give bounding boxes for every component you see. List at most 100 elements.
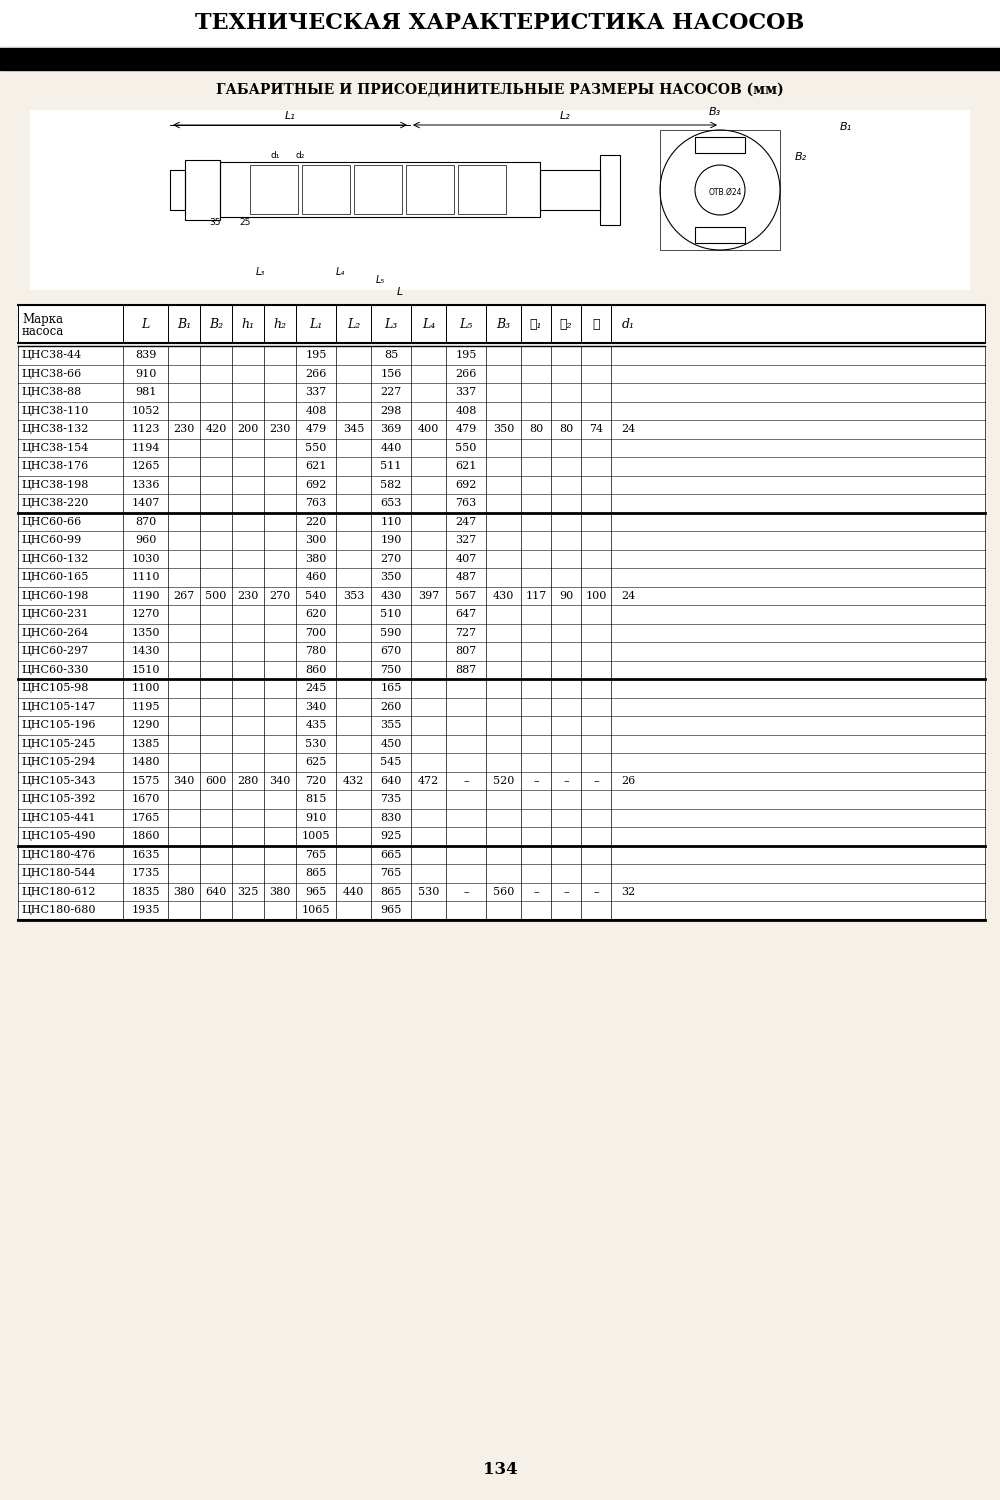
Text: 432: 432: [343, 776, 364, 786]
Text: B₁: B₁: [177, 318, 191, 330]
Text: ЦНС38-44: ЦНС38-44: [21, 351, 81, 360]
Bar: [406, 165, 454, 214]
Bar: [695, 226, 745, 243]
Text: 267: 267: [173, 591, 195, 600]
Bar: [660, 130, 780, 251]
Text: 300: 300: [305, 536, 327, 546]
Text: 80: 80: [559, 424, 573, 435]
Text: 407: 407: [455, 554, 477, 564]
Bar: [18, 882, 985, 902]
Text: 692: 692: [305, 480, 327, 489]
Text: 230: 230: [173, 424, 195, 435]
Text: 653: 653: [380, 498, 402, 508]
Text: 1860: 1860: [131, 831, 160, 842]
Text: 327: 327: [455, 536, 477, 546]
Text: 340: 340: [173, 776, 195, 786]
Bar: [0, 0, 1000, 45]
Bar: [18, 846, 985, 864]
Text: 24: 24: [621, 424, 636, 435]
Bar: [18, 790, 985, 808]
Text: ℓ₂: ℓ₂: [560, 318, 572, 330]
Bar: [170, 170, 185, 210]
Text: 1835: 1835: [131, 886, 160, 897]
Text: 560: 560: [493, 886, 514, 897]
Text: 165: 165: [380, 684, 402, 693]
Text: ЦНС60-264: ЦНС60-264: [21, 627, 88, 638]
Text: ЦНС60-330: ЦНС60-330: [21, 664, 88, 675]
Text: 227: 227: [380, 387, 402, 398]
Text: 270: 270: [269, 591, 291, 600]
Text: 472: 472: [418, 776, 439, 786]
Text: ЦНС38-220: ЦНС38-220: [21, 498, 88, 508]
Text: 353: 353: [343, 591, 364, 600]
Bar: [18, 568, 985, 586]
Bar: [18, 735, 985, 753]
Bar: [220, 162, 540, 218]
Text: ЦНС60-231: ЦНС60-231: [21, 609, 88, 619]
Text: –: –: [463, 886, 469, 897]
Text: 380: 380: [173, 886, 195, 897]
Text: 1195: 1195: [131, 702, 160, 712]
Text: L₂: L₂: [560, 111, 570, 122]
Bar: [18, 771, 985, 790]
Text: 460: 460: [305, 573, 327, 582]
Bar: [18, 604, 985, 624]
Bar: [18, 624, 985, 642]
Bar: [354, 165, 402, 214]
Text: 582: 582: [380, 480, 402, 489]
Bar: [18, 458, 985, 476]
Text: ГАБАРИТНЫЕ И ПРИСОЕДИНИТЕЛЬНЫЕ РАЗМЕРЫ НАСОСОВ (мм): ГАБАРИТНЫЕ И ПРИСОЕДИНИТЕЛЬНЫЕ РАЗМЕРЫ Н…: [216, 82, 784, 98]
Text: 530: 530: [418, 886, 439, 897]
Text: 350: 350: [493, 424, 514, 435]
Text: ОТВ.Ø24: ОТВ.Ø24: [708, 188, 742, 196]
Text: 567: 567: [455, 591, 477, 600]
Bar: [18, 642, 985, 660]
Text: 763: 763: [305, 498, 327, 508]
Text: 910: 910: [305, 813, 327, 822]
Bar: [18, 827, 985, 846]
Text: 860: 860: [305, 664, 327, 675]
Text: 692: 692: [455, 480, 477, 489]
Bar: [18, 346, 985, 364]
Text: 727: 727: [455, 627, 477, 638]
Text: B₂: B₂: [209, 318, 223, 330]
Text: 74: 74: [589, 424, 603, 435]
Text: ЦНС38-110: ЦНС38-110: [21, 406, 88, 416]
Bar: [250, 165, 298, 214]
Bar: [18, 364, 985, 382]
Text: 337: 337: [305, 387, 327, 398]
Text: 530: 530: [305, 740, 327, 748]
Text: 887: 887: [455, 664, 477, 675]
Text: 590: 590: [380, 627, 402, 638]
Text: L₅: L₅: [459, 318, 473, 330]
Text: 1290: 1290: [131, 720, 160, 730]
Text: 830: 830: [380, 813, 402, 822]
Text: 910: 910: [135, 369, 156, 380]
Text: ЦНС60-99: ЦНС60-99: [21, 536, 81, 546]
Text: 435: 435: [305, 720, 327, 730]
Text: 1052: 1052: [131, 406, 160, 416]
Bar: [18, 420, 985, 438]
Text: 369: 369: [380, 424, 402, 435]
Text: 807: 807: [455, 646, 477, 657]
Text: –: –: [533, 776, 539, 786]
Text: 325: 325: [237, 886, 259, 897]
Text: 1005: 1005: [302, 831, 330, 842]
Text: 1350: 1350: [131, 627, 160, 638]
Bar: [18, 808, 985, 826]
Text: 479: 479: [305, 424, 327, 435]
Text: ЦНС60-66: ЦНС60-66: [21, 516, 81, 526]
Text: 765: 765: [380, 868, 402, 879]
Text: 1430: 1430: [131, 646, 160, 657]
Text: 1270: 1270: [131, 609, 160, 619]
Text: L₄: L₄: [335, 267, 345, 278]
Text: ЦНС180-544: ЦНС180-544: [21, 868, 96, 879]
Text: 870: 870: [135, 516, 156, 526]
Text: 340: 340: [269, 776, 291, 786]
Text: 200: 200: [237, 424, 259, 435]
Text: 270: 270: [380, 554, 402, 564]
Text: ЦНС180-476: ЦНС180-476: [21, 849, 95, 859]
Text: 1385: 1385: [131, 740, 160, 748]
Text: ЦНС38-132: ЦНС38-132: [21, 424, 88, 435]
Text: ЦНС38-88: ЦНС38-88: [21, 387, 81, 398]
